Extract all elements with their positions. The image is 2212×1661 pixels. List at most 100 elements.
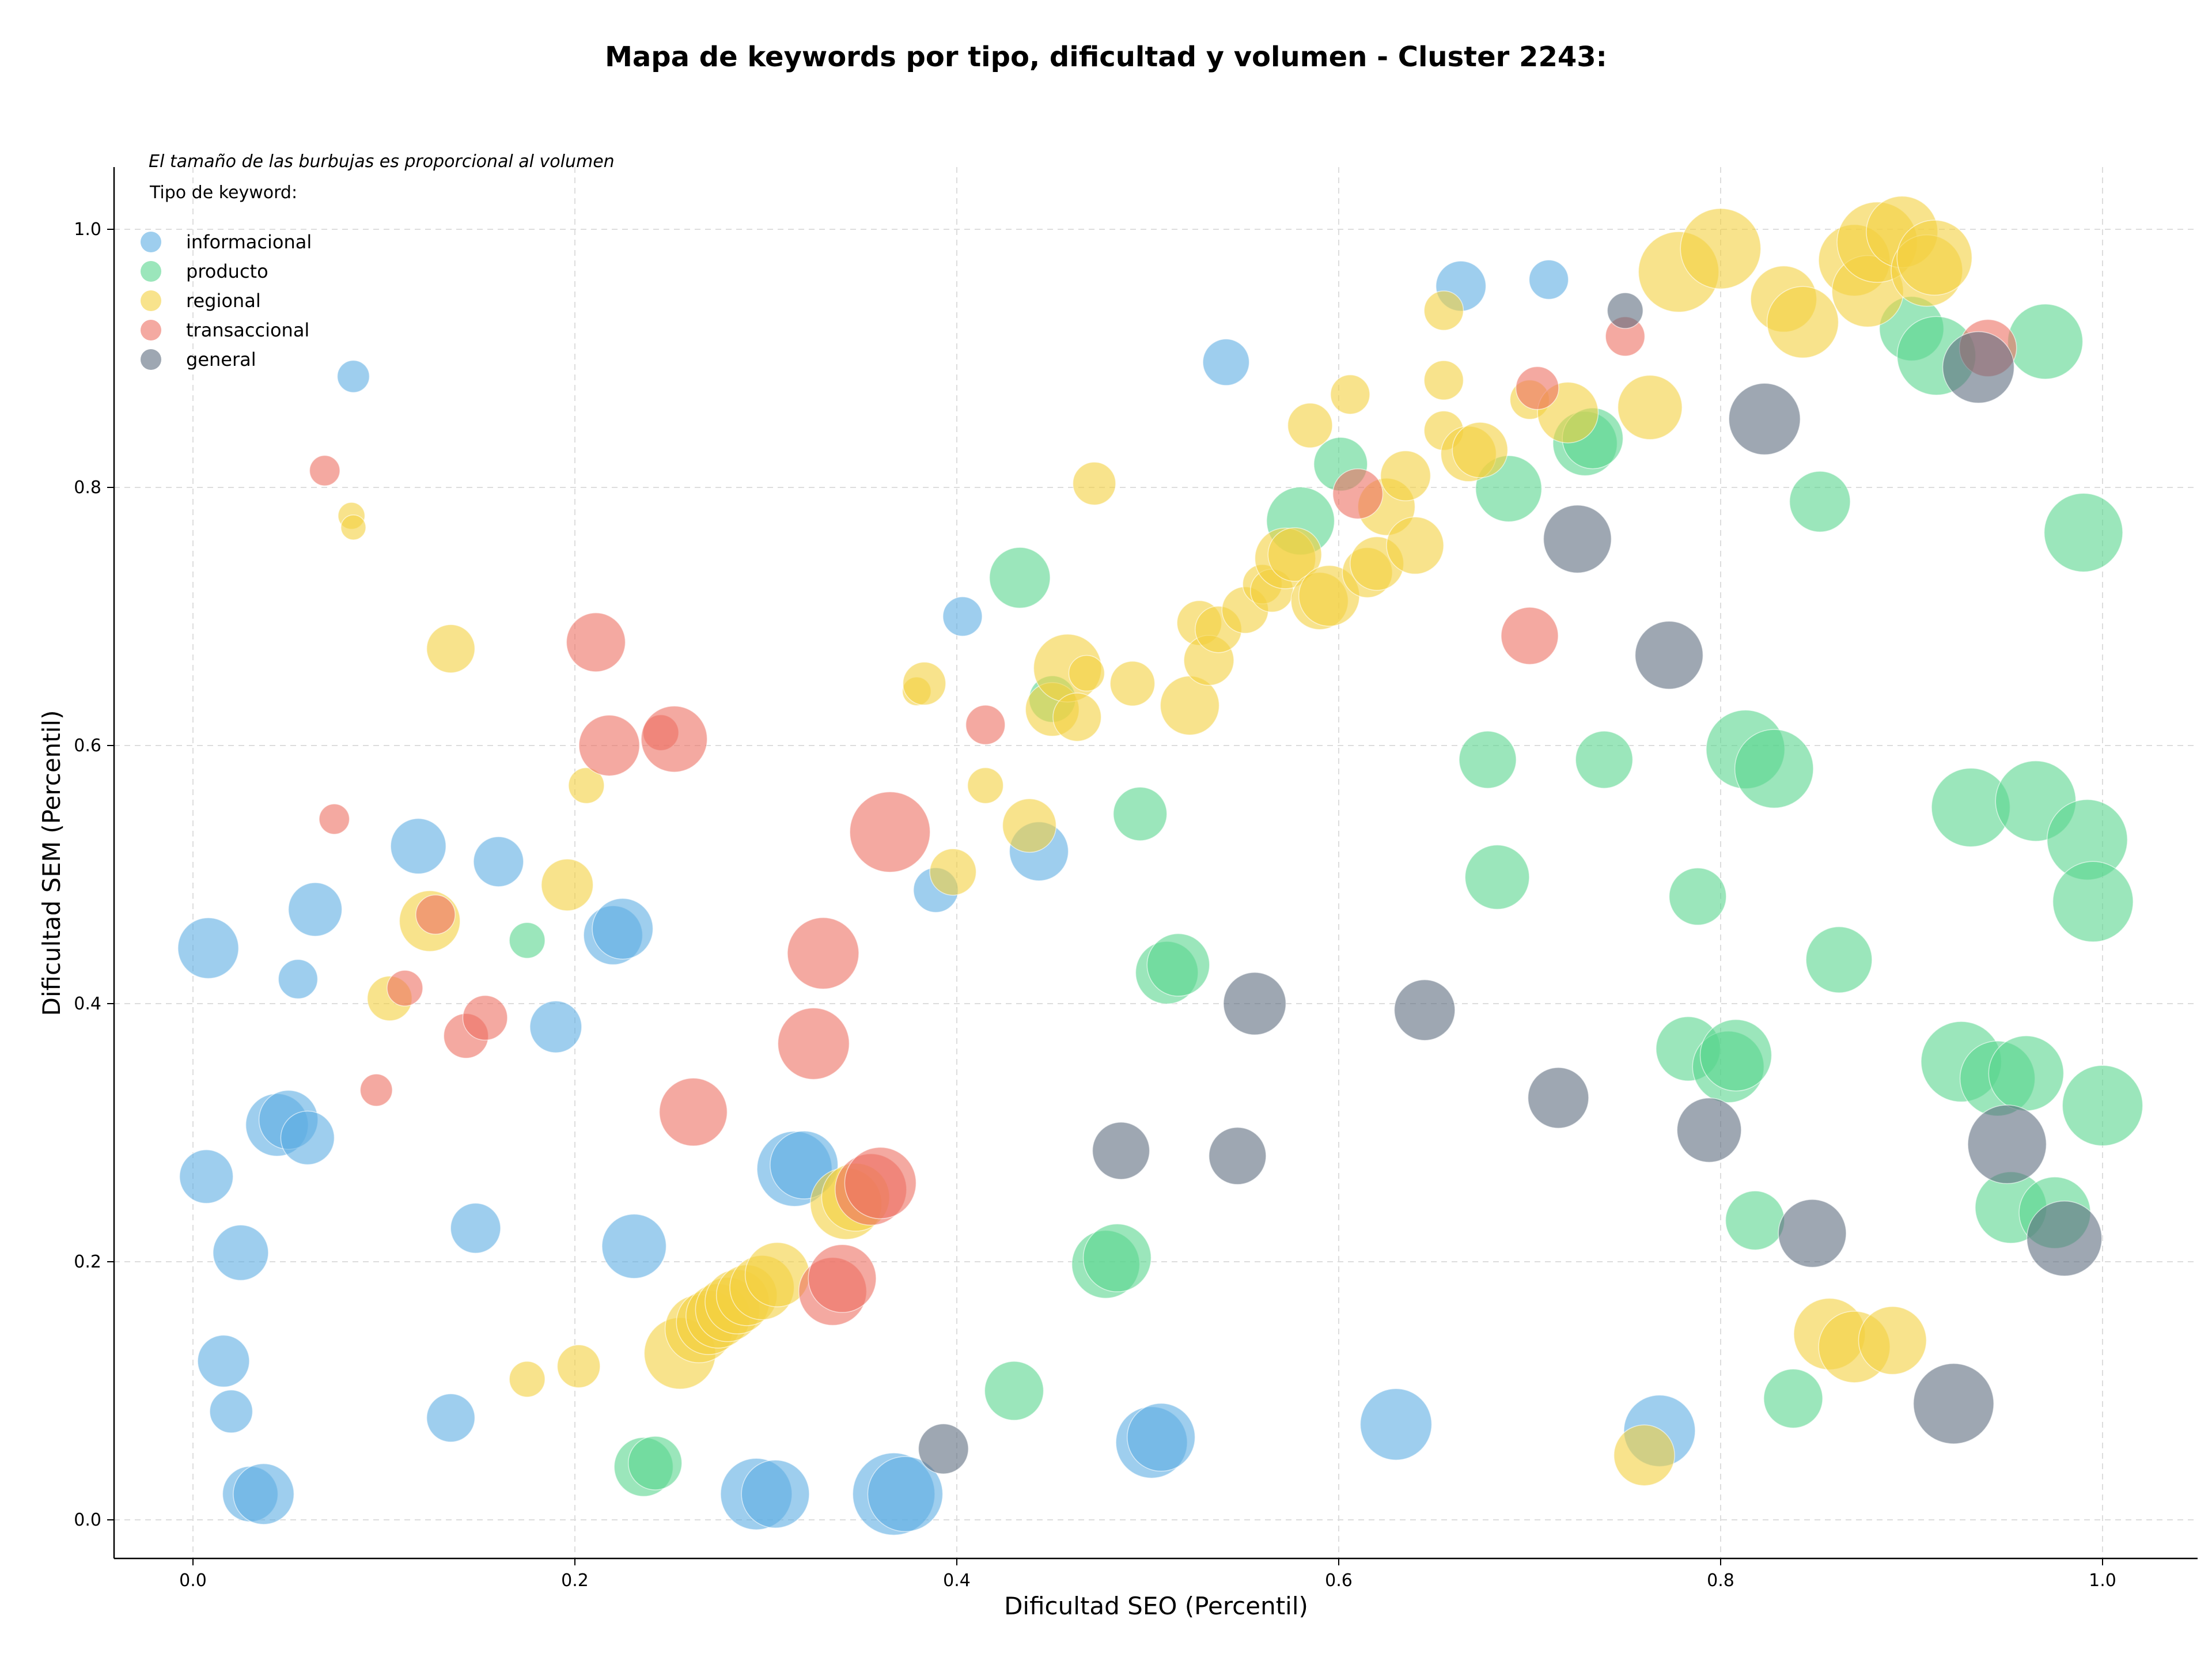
bubble-producto [509, 922, 546, 959]
x-tick-label: 0.6 [1325, 1571, 1353, 1591]
bubble-producto [1146, 933, 1210, 997]
bubble-regional [902, 661, 946, 706]
bubble-regional [1423, 360, 1464, 400]
bubble-informacional [278, 959, 319, 1000]
bubble-producto [1734, 729, 1814, 809]
bubble-regional [1896, 220, 1973, 296]
legend-marker-informacional [141, 232, 161, 252]
bubble-regional [556, 1344, 601, 1388]
bubble-general [1942, 331, 2015, 404]
bubble-general [1543, 504, 1612, 574]
bubble-informacional [741, 1459, 810, 1528]
bubble-transaccional [319, 803, 350, 835]
x-tick-label: 0.4 [943, 1571, 971, 1591]
chart-title: Mapa de keywords por tipo, dificultad y … [605, 41, 1607, 73]
bubble-regional [967, 767, 1004, 804]
bubble-transaccional [1515, 366, 1559, 410]
bubble-regional [1109, 660, 1156, 706]
bubble-producto [2052, 861, 2134, 943]
bubble-informacional [473, 836, 524, 887]
legend-label-general: general [186, 349, 256, 370]
bubble-regional [1072, 461, 1116, 506]
x-tick-label: 0.2 [561, 1571, 589, 1591]
bubble-transaccional [658, 1077, 728, 1147]
legend-items: informacional producto regional transaccion… [141, 231, 312, 370]
bubble-regional [1613, 1424, 1675, 1486]
bubble-informacional [450, 1202, 501, 1254]
axis-ticks: 0.0 0.2 0.4 0.6 0.8 1.0 0.0 0.2 0.4 0.6 0.8 1.0 [74, 220, 2116, 1591]
bubble-producto [1725, 1190, 1785, 1251]
bubble-general [1967, 1104, 2047, 1185]
bubble-general [1676, 1097, 1742, 1163]
bubble-regional [1386, 516, 1444, 575]
bubble-informacional [233, 1463, 295, 1525]
legend: Tipo de keyword: informacional producto re… [141, 183, 312, 370]
bubble-transaccional [787, 917, 859, 990]
bubble-general [1607, 292, 1643, 329]
bubble-transaccional [808, 1244, 877, 1313]
bubble-transaccional [462, 995, 508, 1041]
bubble-general [918, 1423, 969, 1474]
bubble-regional [1423, 290, 1464, 331]
bubble-transaccional [309, 455, 340, 486]
bubble-regional [426, 624, 476, 674]
bubble-transaccional [849, 791, 931, 873]
bubble-producto [2007, 304, 2084, 380]
bubble-informacional [209, 1389, 253, 1433]
bubble-informacional [179, 1149, 234, 1204]
bubble-producto [1575, 731, 1634, 789]
bubble-regional [1452, 422, 1509, 478]
bubble-general [1092, 1122, 1150, 1180]
legend-title: Tipo de keyword: [149, 183, 297, 203]
bubble-producto [627, 1436, 683, 1490]
y-tick-label: 0.6 [74, 736, 101, 756]
bubble-producto [1082, 1223, 1152, 1292]
x-tick-label: 0.0 [179, 1571, 207, 1591]
bubble-informacional [213, 1224, 269, 1281]
bubble-informacional [1127, 1402, 1196, 1472]
legend-label-transaccional: transaccional [186, 319, 309, 341]
size-annotation: El tamaño de las burbujas es proporciona… [149, 152, 615, 172]
bubble-informacional [1359, 1388, 1433, 1461]
bubble-regional [541, 858, 594, 911]
bubble-regional [1267, 527, 1323, 582]
legend-marker-regional [141, 290, 161, 311]
legend-label-informacional: informacional [186, 231, 312, 253]
y-tick-label: 0.2 [74, 1252, 101, 1272]
bubble-regional [1002, 798, 1057, 853]
axes [113, 167, 2198, 1560]
legend-marker-transaccional [141, 320, 161, 340]
bubble-regional [1287, 402, 1333, 448]
y-tick-label: 0.8 [74, 478, 101, 498]
bubble-transaccional [1332, 468, 1384, 520]
bubble-producto [984, 1361, 1044, 1421]
bubble-producto [1699, 1019, 1772, 1092]
bubble-producto [2062, 1065, 2143, 1147]
bubble-producto [1668, 867, 1727, 926]
bubbles-layer [177, 195, 2143, 1536]
bubble-producto [1112, 786, 1168, 841]
bubble-regional [340, 514, 366, 540]
y-tick-label: 0.0 [74, 1510, 101, 1530]
bubble-transaccional [415, 894, 456, 935]
bubble-informacional [197, 1334, 250, 1388]
bubble-transaccional [965, 705, 1006, 746]
bubble-informacional [280, 1110, 335, 1166]
bubble-informacional [529, 1000, 582, 1054]
bubble-general [1912, 1363, 1994, 1444]
bubble-general [1208, 1126, 1267, 1185]
bubble-transaccional [566, 612, 626, 672]
bubble-regional [1680, 208, 1762, 290]
legend-marker-producto [141, 261, 161, 282]
bubble-transaccional [387, 970, 423, 1007]
bubble-regional [929, 848, 977, 896]
bubble-informacional [592, 898, 654, 960]
bubble-producto [1805, 926, 1873, 993]
bubble-informacional [177, 917, 239, 979]
bubble-regional [568, 767, 605, 804]
legend-label-producto: producto [186, 260, 268, 282]
bubble-general [2026, 1200, 2103, 1277]
bubble-informacional [336, 360, 370, 394]
bubble-producto [1988, 1035, 2065, 1111]
